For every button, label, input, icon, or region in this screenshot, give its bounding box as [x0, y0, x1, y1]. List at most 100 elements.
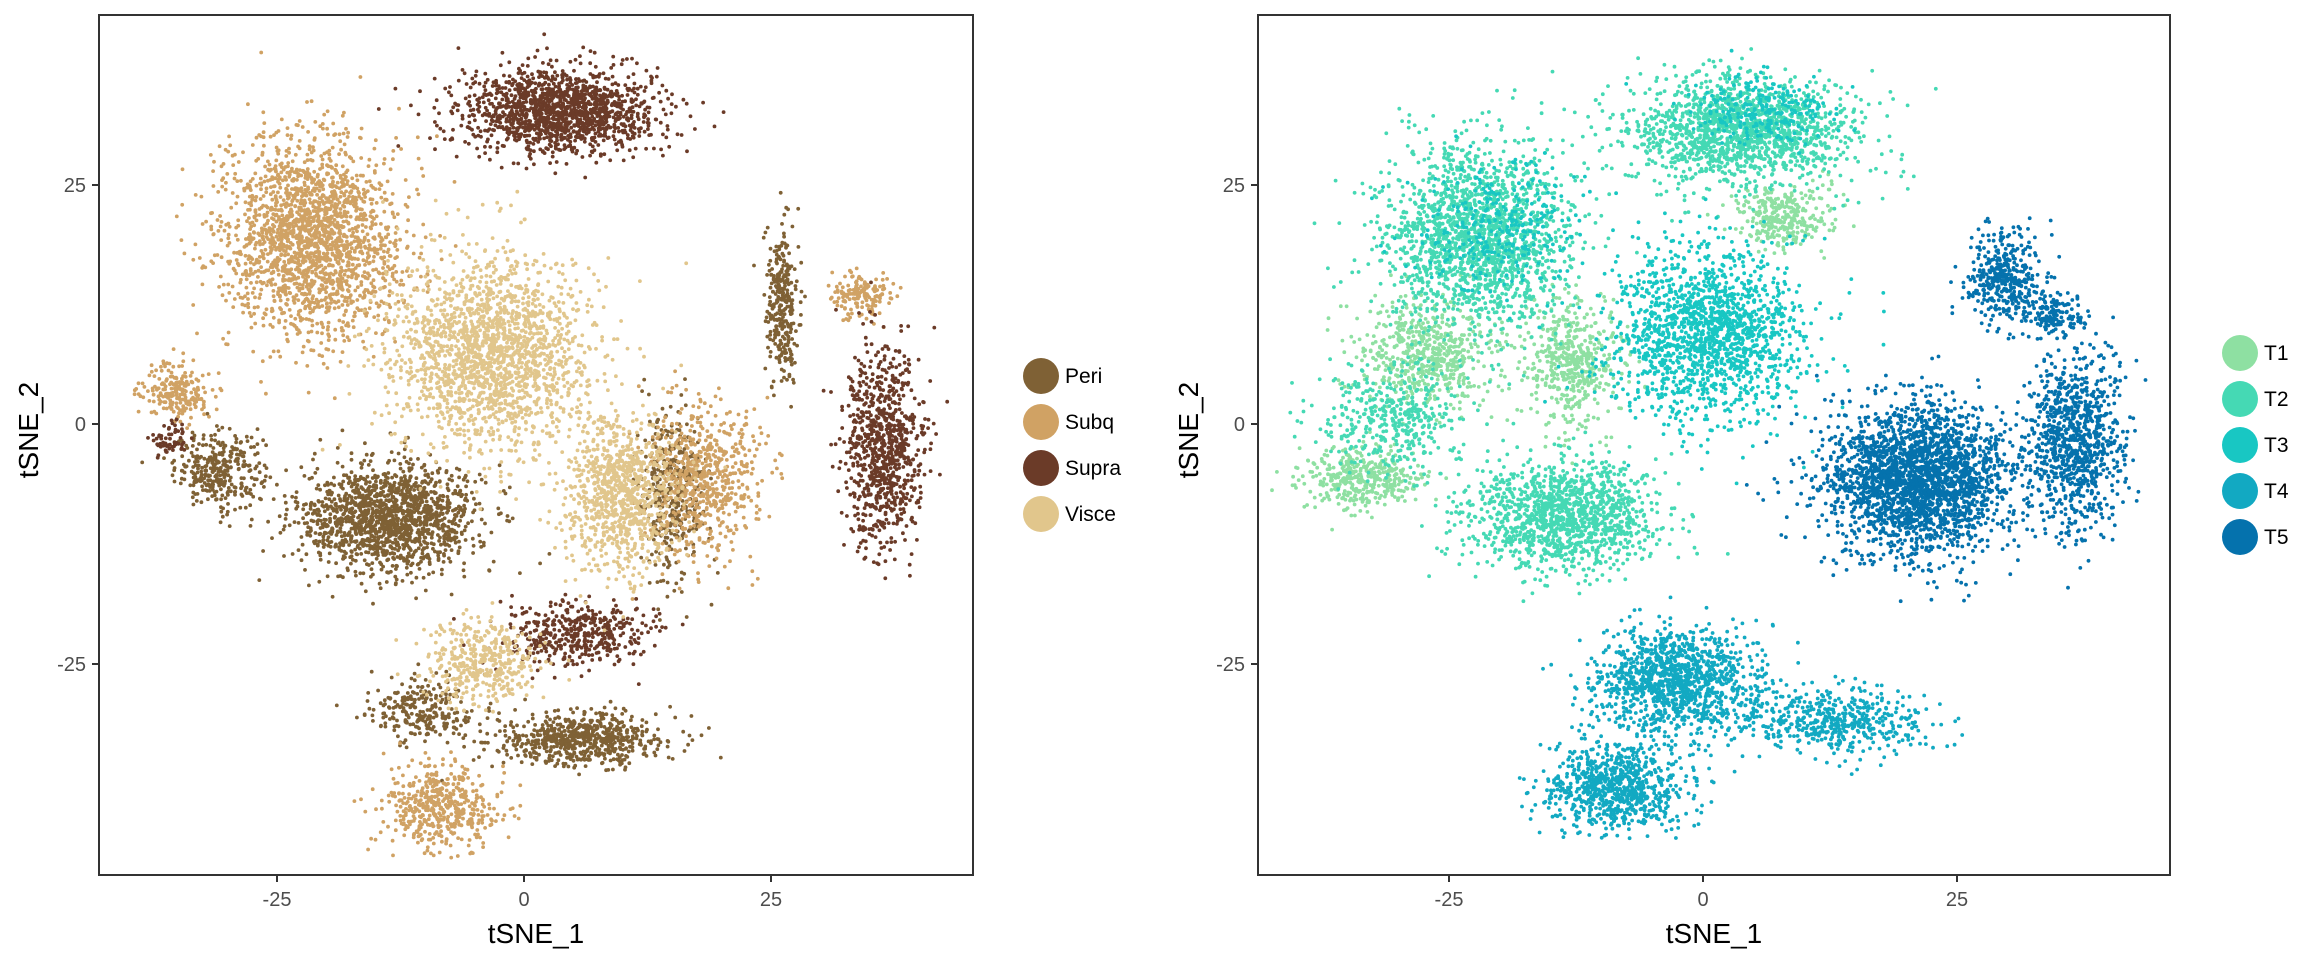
point-peri — [377, 505, 381, 509]
point-peri — [659, 740, 663, 744]
point-subq — [372, 209, 376, 213]
point-peri — [393, 700, 397, 704]
point-peri — [390, 476, 394, 480]
point-peri — [790, 292, 794, 296]
point-peri — [322, 545, 326, 549]
point-peri — [679, 393, 683, 397]
point-peri — [279, 531, 283, 535]
point-subq — [330, 282, 334, 286]
point-peri — [430, 728, 434, 732]
point-peri — [625, 738, 629, 742]
point-peri — [557, 758, 561, 762]
point-subq — [337, 152, 341, 156]
point-subq — [312, 349, 316, 353]
point-subq — [394, 231, 398, 235]
point-peri — [517, 736, 521, 740]
point-subq — [308, 228, 312, 232]
point-subq — [293, 324, 297, 328]
point-peri — [644, 455, 648, 459]
point-peri — [555, 762, 559, 766]
point-peri — [772, 303, 776, 307]
point-peri — [418, 710, 422, 714]
point-peri — [579, 724, 583, 728]
point-subq — [302, 272, 306, 276]
point-peri — [524, 754, 528, 758]
point-subq — [407, 195, 411, 199]
point-subq — [249, 261, 253, 265]
point-peri — [530, 743, 534, 747]
point-subq — [265, 307, 269, 311]
point-peri — [265, 466, 269, 470]
point-subq — [286, 197, 290, 201]
point-peri — [180, 469, 184, 473]
point-peri — [783, 325, 787, 329]
point-peri — [764, 231, 768, 235]
point-peri — [404, 530, 408, 534]
point-peri — [367, 551, 371, 555]
point-peri — [391, 533, 395, 537]
point-subq — [415, 188, 419, 192]
point-subq — [368, 158, 372, 162]
point-peri — [516, 754, 520, 758]
point-subq — [282, 311, 286, 315]
point-peri — [173, 480, 177, 484]
point-peri — [350, 470, 354, 474]
point-subq — [175, 215, 179, 219]
point-peri — [524, 734, 528, 738]
point-subq — [334, 271, 338, 275]
point-subq — [355, 298, 359, 302]
point-peri — [789, 327, 793, 331]
point-peri — [700, 733, 704, 737]
point-peri — [202, 437, 206, 441]
point-peri — [417, 495, 421, 499]
point-subq — [368, 247, 372, 251]
point-peri — [219, 466, 223, 470]
point-peri — [284, 468, 288, 472]
point-peri — [356, 478, 360, 482]
point-subq — [374, 268, 378, 272]
point-subq — [383, 285, 387, 289]
point-subq — [212, 160, 216, 164]
point-peri — [200, 485, 204, 489]
point-peri — [425, 727, 429, 731]
point-peri — [446, 741, 450, 745]
point-peri — [458, 546, 462, 550]
point-peri — [366, 475, 370, 479]
point-peri — [382, 704, 386, 708]
point-peri — [480, 478, 484, 482]
point-subq — [317, 256, 321, 260]
point-peri — [220, 451, 224, 455]
point-peri — [640, 730, 644, 734]
point-subq — [350, 176, 354, 180]
point-peri — [429, 518, 433, 522]
point-peri — [418, 731, 422, 735]
point-subq — [375, 201, 379, 205]
point-peri — [762, 293, 766, 297]
point-peri — [541, 728, 545, 732]
point-subq — [231, 305, 235, 309]
point-peri — [383, 553, 387, 557]
point-subq — [251, 291, 255, 295]
point-peri — [370, 529, 374, 533]
point-peri — [234, 486, 238, 490]
point-subq — [327, 338, 331, 342]
point-subq — [295, 210, 299, 214]
point-peri — [410, 581, 414, 585]
point-peri — [623, 758, 627, 762]
point-subq — [311, 310, 315, 314]
point-peri — [470, 491, 474, 495]
point-peri — [502, 489, 506, 493]
point-peri — [259, 498, 263, 502]
point-peri — [224, 496, 228, 500]
point-subq — [295, 178, 299, 182]
point-subq — [235, 179, 239, 183]
point-subq — [322, 202, 326, 206]
point-peri — [609, 700, 613, 704]
point-peri — [410, 677, 414, 681]
point-subq — [327, 334, 331, 338]
point-peri — [405, 489, 409, 493]
point-subq — [366, 255, 370, 259]
point-peri — [639, 556, 643, 560]
point-peri — [627, 750, 631, 754]
point-peri — [596, 719, 600, 723]
